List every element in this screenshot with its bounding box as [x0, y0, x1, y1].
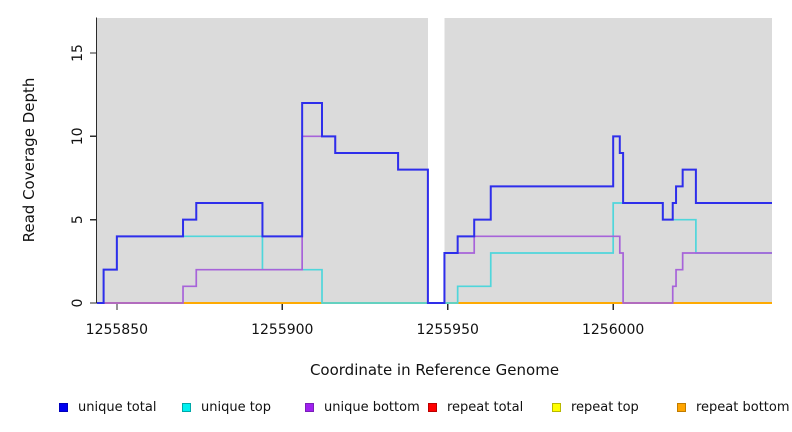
y-tick-label: 0 [70, 299, 86, 308]
y-tick-label: 15 [70, 44, 86, 62]
y-axis-title: Read Coverage Depth [20, 77, 38, 243]
x-tick-label: 1255850 [86, 322, 148, 338]
y-tick-label: 5 [70, 215, 86, 224]
x-tick-label: 1255950 [417, 322, 479, 338]
plot-background-right [444, 18, 772, 303]
x-axis-title: Coordinate in Reference Genome [309, 361, 560, 379]
series-line-unique-total [97, 102, 772, 304]
x-tick-label: 1256000 [582, 322, 644, 338]
y-tick-label: 10 [70, 127, 86, 145]
x-tick-label: 1255900 [251, 322, 313, 338]
